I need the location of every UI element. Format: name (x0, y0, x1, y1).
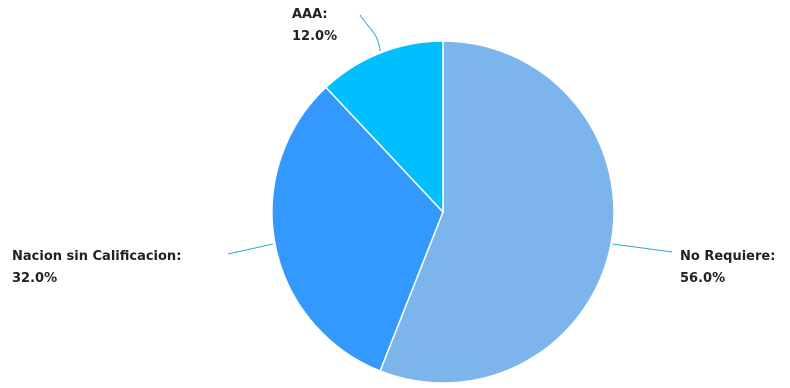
pie-slices (271, 40, 615, 384)
data-label-name: No Requiere: (680, 249, 775, 264)
pie-slice-no-requiere[interactable] (379, 40, 615, 384)
data-label-name: Nacion sin Calificacion: (12, 249, 181, 264)
connector-line (612, 243, 673, 253)
pie-slice-aaa[interactable] (324, 40, 444, 214)
label-connectors (227, 14, 673, 255)
pie-slice-nacion-sin-calificacion[interactable] (271, 86, 444, 372)
data-labels: No Requiere: 56.0% Nacion sin Calificacion… (12, 7, 775, 286)
connector-line (359, 14, 381, 52)
data-label-value: 32.0% (12, 271, 57, 286)
data-label-value: 12.0% (292, 29, 337, 44)
connector-line (227, 243, 274, 255)
data-label-value: 56.0% (680, 271, 725, 286)
data-label-name: AAA: (292, 7, 328, 22)
